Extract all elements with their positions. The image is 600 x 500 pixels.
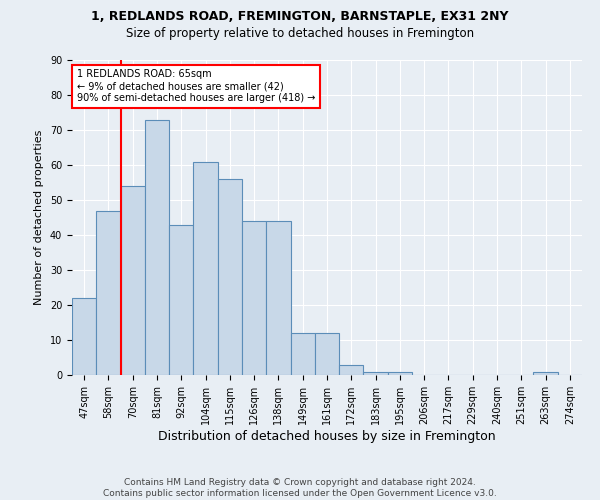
Bar — [266, 221, 290, 375]
Bar — [169, 224, 193, 375]
Bar — [388, 372, 412, 375]
Bar — [218, 179, 242, 375]
Text: Contains HM Land Registry data © Crown copyright and database right 2024.
Contai: Contains HM Land Registry data © Crown c… — [103, 478, 497, 498]
Bar — [315, 333, 339, 375]
Bar — [364, 372, 388, 375]
Text: Size of property relative to detached houses in Fremington: Size of property relative to detached ho… — [126, 28, 474, 40]
Text: 1, REDLANDS ROAD, FREMINGTON, BARNSTAPLE, EX31 2NY: 1, REDLANDS ROAD, FREMINGTON, BARNSTAPLE… — [91, 10, 509, 23]
Bar — [96, 210, 121, 375]
X-axis label: Distribution of detached houses by size in Fremington: Distribution of detached houses by size … — [158, 430, 496, 442]
Bar — [242, 221, 266, 375]
Bar — [339, 364, 364, 375]
Bar — [193, 162, 218, 375]
Bar — [533, 372, 558, 375]
Bar — [121, 186, 145, 375]
Y-axis label: Number of detached properties: Number of detached properties — [34, 130, 44, 305]
Bar — [290, 333, 315, 375]
Bar — [145, 120, 169, 375]
Text: 1 REDLANDS ROAD: 65sqm
← 9% of detached houses are smaller (42)
90% of semi-deta: 1 REDLANDS ROAD: 65sqm ← 9% of detached … — [77, 70, 316, 102]
Bar — [72, 298, 96, 375]
